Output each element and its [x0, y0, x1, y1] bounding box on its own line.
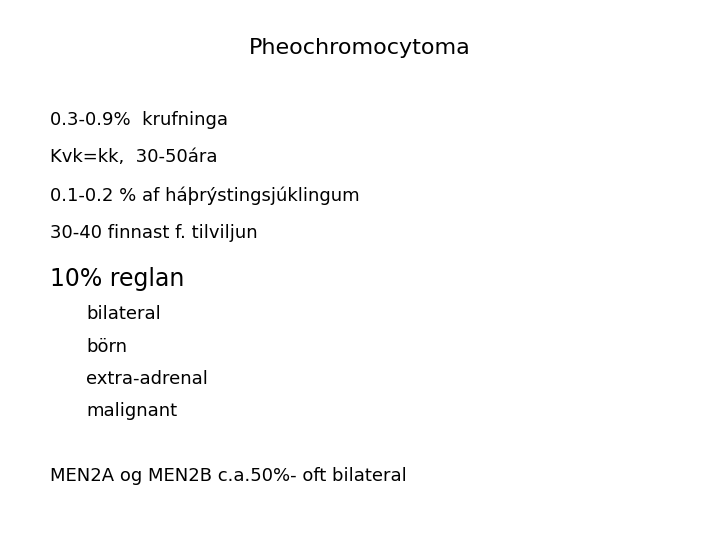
Text: Kvk=kk,  30-50ára: Kvk=kk, 30-50ára: [50, 148, 218, 166]
Text: MEN2A og MEN2B c.a.50%- oft bilateral: MEN2A og MEN2B c.a.50%- oft bilateral: [50, 467, 407, 485]
Text: malignant: malignant: [86, 402, 178, 420]
Text: extra-adrenal: extra-adrenal: [86, 370, 208, 388]
Text: Pheochromocytoma: Pheochromocytoma: [249, 38, 471, 58]
Text: 0.3-0.9%  krufninga: 0.3-0.9% krufninga: [50, 111, 228, 129]
Text: börn: börn: [86, 338, 127, 355]
Text: 0.1-0.2 % af háþrýstingsjúklingum: 0.1-0.2 % af háþrýstingsjúklingum: [50, 186, 360, 205]
Text: bilateral: bilateral: [86, 305, 161, 323]
Text: 30-40 finnast f. tilviljun: 30-40 finnast f. tilviljun: [50, 224, 258, 242]
Text: 10% reglan: 10% reglan: [50, 267, 185, 291]
